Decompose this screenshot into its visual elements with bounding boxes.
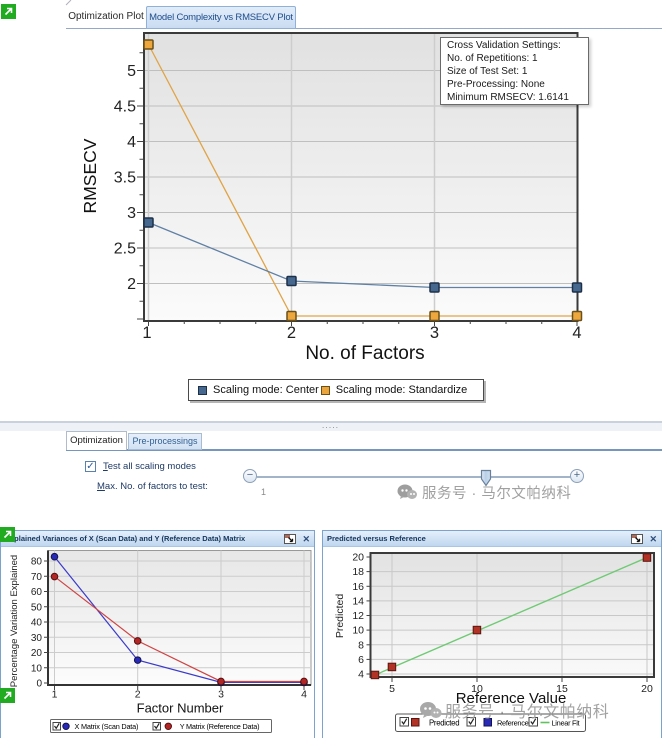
- svg-text:80: 80: [31, 557, 43, 568]
- svg-text:4.5: 4.5: [114, 99, 136, 116]
- svg-text:2: 2: [287, 324, 296, 342]
- svg-text:Predicted: Predicted: [334, 594, 346, 639]
- svg-text:Y Matrix (Reference Data): Y Matrix (Reference Data): [180, 722, 260, 731]
- svg-text:3.5: 3.5: [114, 170, 136, 187]
- svg-text:Predicted: Predicted: [429, 718, 459, 727]
- svg-text:4: 4: [572, 324, 581, 342]
- svg-text:Factor Number: Factor Number: [137, 701, 224, 716]
- svg-text:40: 40: [31, 618, 43, 629]
- svg-text:12: 12: [352, 610, 364, 622]
- svg-text:0: 0: [36, 679, 42, 690]
- svg-text:14: 14: [352, 595, 364, 607]
- svg-text:Reference: Reference: [497, 718, 529, 727]
- svg-text:No. of Factors: No. of Factors: [305, 343, 424, 364]
- svg-text:60: 60: [31, 587, 43, 598]
- svg-text:3: 3: [218, 689, 224, 701]
- svg-text:5: 5: [127, 63, 136, 80]
- svg-text:10: 10: [352, 625, 364, 637]
- svg-text:20: 20: [31, 648, 43, 659]
- svg-text:20: 20: [352, 552, 364, 564]
- svg-text:RMSECV: RMSECV: [80, 138, 100, 213]
- svg-text:5: 5: [389, 683, 395, 695]
- svg-text:4: 4: [358, 669, 364, 681]
- svg-text:2: 2: [127, 276, 136, 293]
- svg-text:2.5: 2.5: [114, 241, 136, 258]
- svg-text:8: 8: [358, 639, 364, 651]
- svg-text:1: 1: [52, 689, 58, 701]
- svg-text:20: 20: [641, 683, 653, 695]
- svg-text:18: 18: [352, 566, 364, 578]
- svg-text:10: 10: [471, 683, 483, 695]
- svg-text:10: 10: [31, 663, 43, 674]
- svg-text:Linear Fit: Linear Fit: [552, 718, 580, 727]
- svg-text:3: 3: [430, 324, 439, 342]
- svg-text:70: 70: [31, 572, 43, 583]
- svg-text:16: 16: [352, 581, 364, 593]
- svg-text:50: 50: [31, 602, 43, 613]
- svg-text:Percentage Variation Explained: Percentage Variation Explained: [9, 555, 20, 687]
- svg-text:30: 30: [31, 633, 43, 644]
- svg-text:1: 1: [142, 324, 151, 342]
- svg-text:X Matrix (Scan Data): X Matrix (Scan Data): [75, 722, 139, 731]
- svg-text:15: 15: [556, 683, 568, 695]
- svg-text:4: 4: [301, 689, 307, 701]
- svg-text:6: 6: [358, 654, 364, 666]
- svg-text:2: 2: [135, 689, 141, 701]
- svg-text:4: 4: [127, 134, 136, 151]
- svg-text:3: 3: [127, 205, 136, 222]
- svg-text:Reference Value: Reference Value: [456, 690, 567, 707]
